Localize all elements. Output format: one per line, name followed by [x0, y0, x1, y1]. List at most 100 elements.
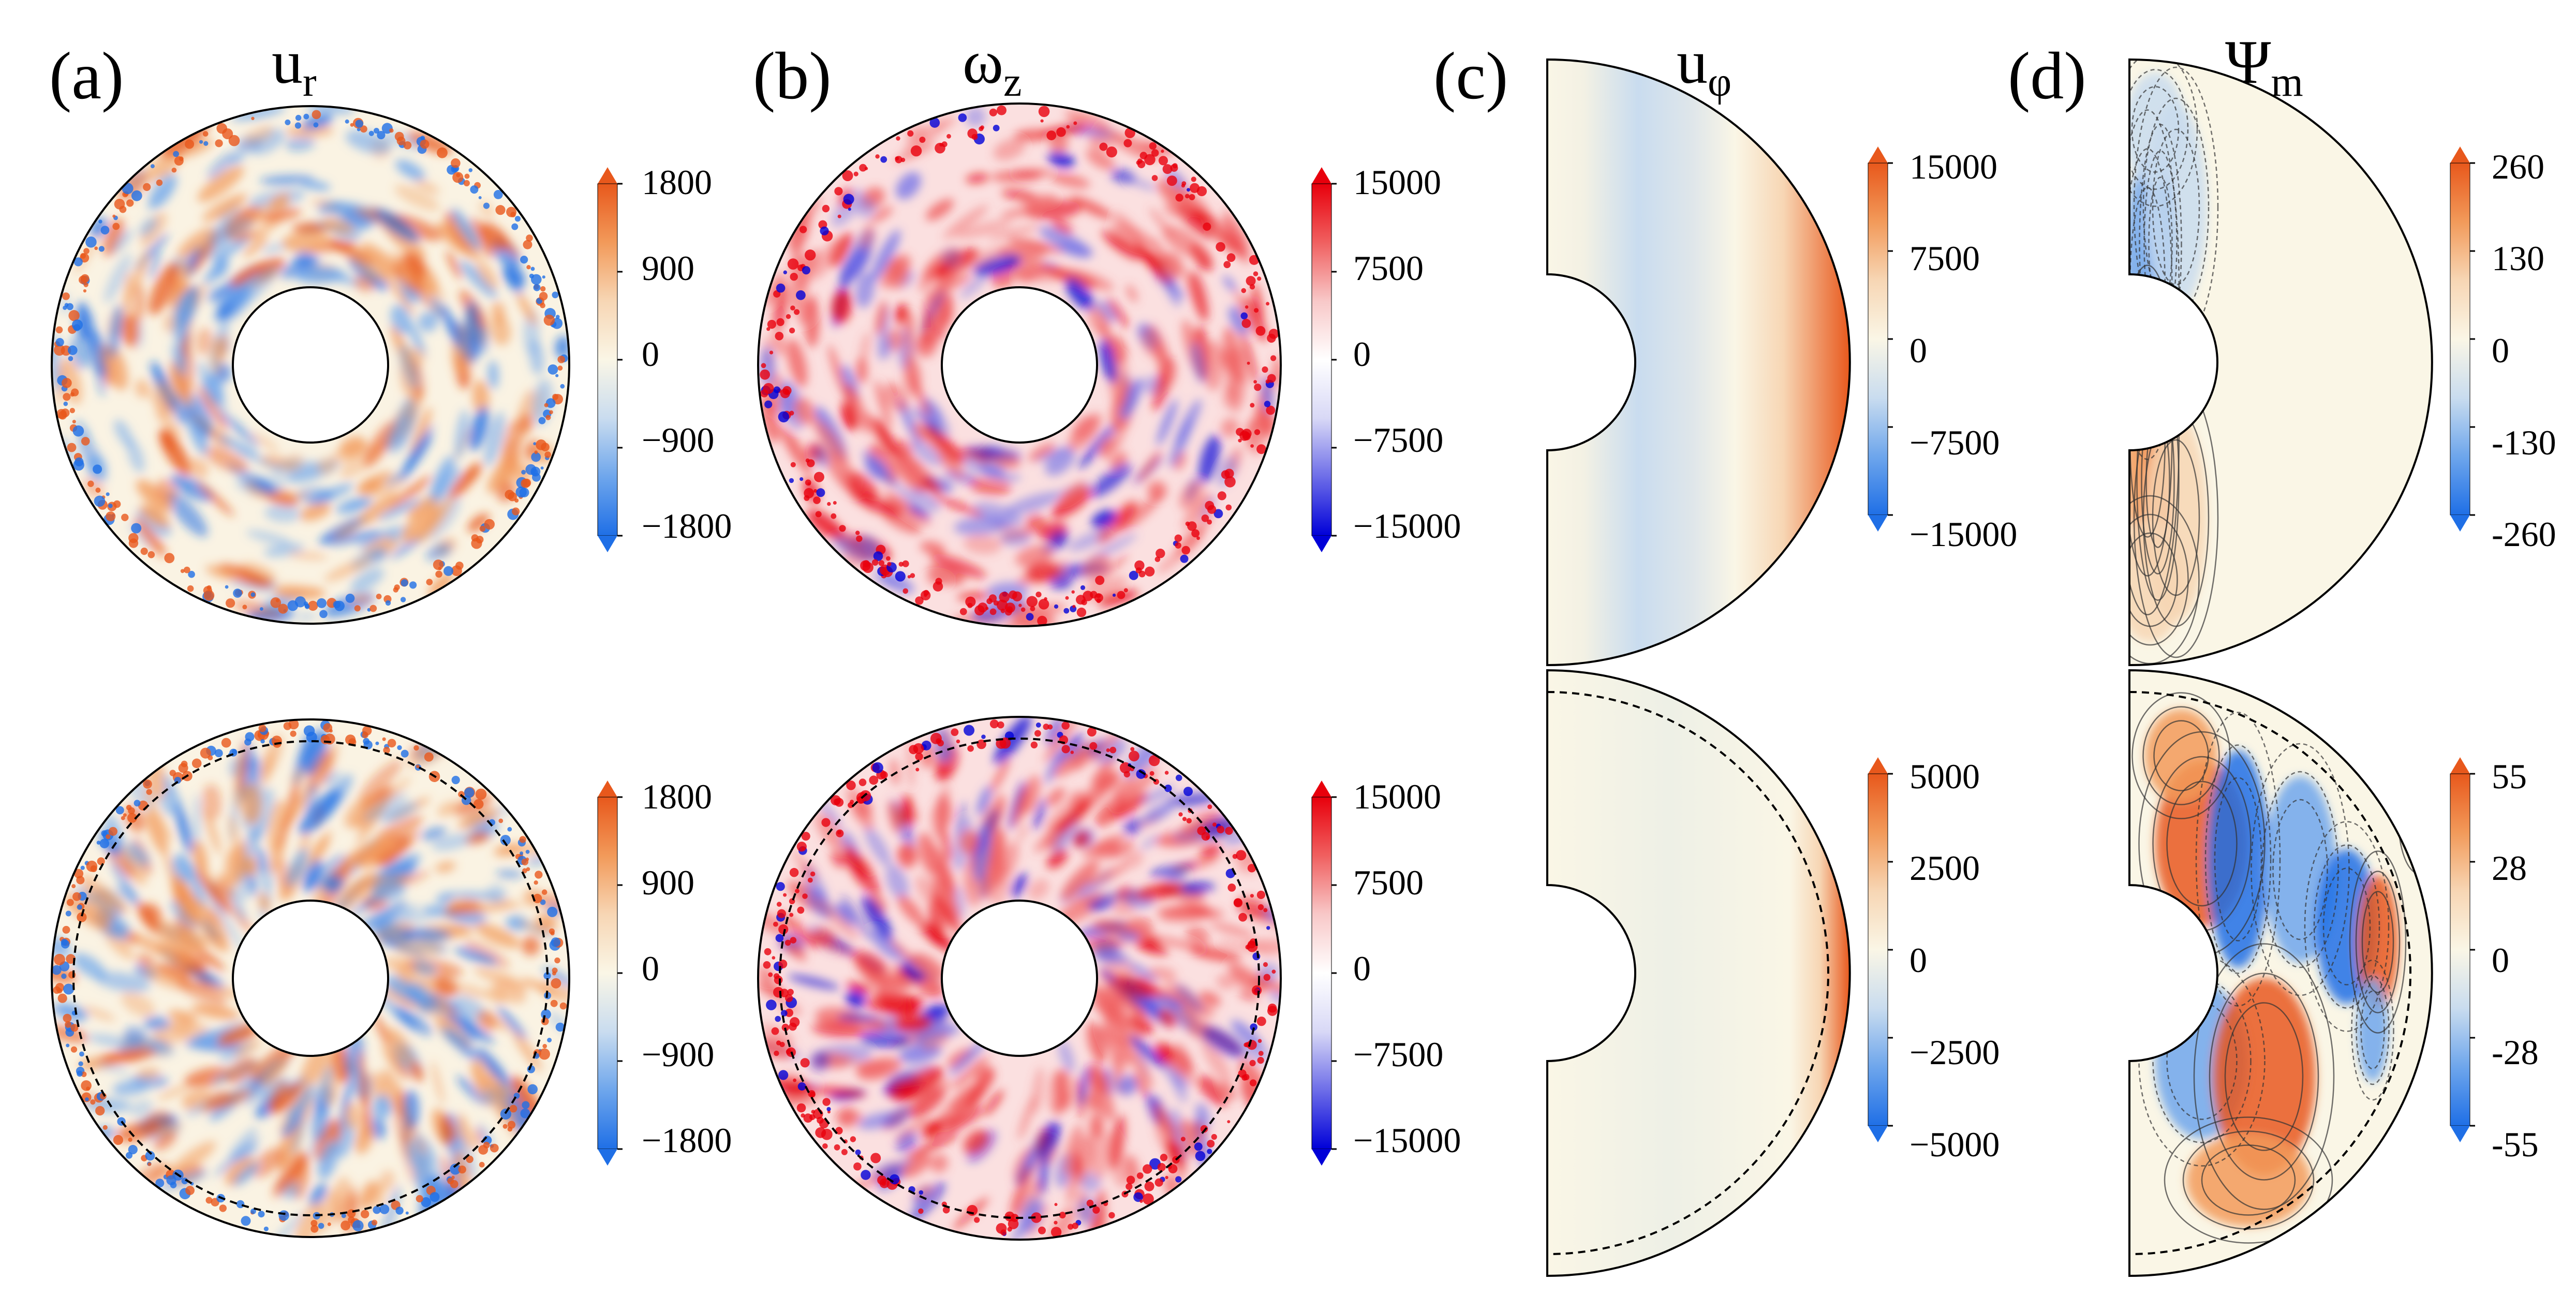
colorbar-a-row1-bar [597, 183, 618, 536]
cbar-c-bottom-tick-3: 0 [1909, 940, 1927, 980]
outer-boundary-b-row1 [757, 102, 1282, 627]
cbar-b-top-tick-5: −15000 [1353, 506, 1461, 546]
colorbar-c-row2-extend-bottom [1868, 1126, 1888, 1142]
panel-label-d: (d) [2008, 39, 2086, 113]
cbar-b-top-tick-1: 15000 [1353, 163, 1441, 202]
inner-boundary-a-row1 [232, 286, 389, 444]
colorbar-c-row2 [1868, 757, 1893, 1142]
cbar-d-top-tick-4: -130 [2492, 423, 2556, 462]
cbar-a-bottom-tick-4: −900 [642, 1035, 714, 1074]
dashed-circle-b-row2 [779, 738, 1260, 1219]
colorbar-c-row1-extend-bottom [1868, 515, 1888, 532]
boundary-d-row2 [2128, 669, 2433, 1277]
cbar-a-bottom-tick-5: −1800 [642, 1121, 732, 1160]
cbar-d-top-tick-3: 0 [2492, 331, 2509, 370]
cbar-d-bottom-tick-1: 55 [2492, 757, 2527, 796]
cbar-c-top-tick-3: 0 [1909, 331, 1927, 370]
colorbar-a-row2-extend-top [598, 781, 617, 797]
cbar-c-top-tick-2: 7500 [1909, 239, 1980, 278]
colorbar-c-row2-bar [1868, 773, 1888, 1126]
cbar-a-top-tick-4: −900 [642, 420, 714, 460]
title-b: ωz [963, 27, 1022, 105]
title-b-sub: z [1003, 60, 1022, 105]
colorbar-b-row2-extend-top [1312, 781, 1331, 797]
title-c: uφ [1677, 27, 1731, 105]
colorbar-b-row1-bar [1311, 183, 1332, 536]
field-d-row2 [2129, 670, 2432, 1276]
dashed-circle-a-row2 [72, 740, 549, 1216]
inner-boundary-b-row2 [941, 900, 1098, 1057]
title-a: ur [272, 27, 317, 105]
colorbar-d-row1 [2450, 146, 2475, 532]
plots-layer [51, 58, 2475, 1277]
boundary-c-row2 [1546, 669, 1851, 1277]
colorbar-c-row1-extend-top [1868, 146, 1888, 163]
boundary-d-row1 [2128, 58, 2433, 667]
colorbar-b-row1-extend-bottom [1312, 536, 1331, 552]
colorbar-a-row2-bar [597, 797, 618, 1150]
boundary-c-row1 [1546, 58, 1851, 667]
cbar-c-bottom-tick-5: −5000 [1909, 1125, 2000, 1164]
cbar-d-bottom-tick-3: 0 [2492, 940, 2509, 980]
colorbar-a-row1-extend-bottom [598, 536, 617, 552]
cbar-a-bottom-tick-3: 0 [642, 949, 659, 988]
colorbar-a-row2 [597, 781, 623, 1166]
title-b-main: ω [963, 27, 1003, 96]
colorbar-b-row2-bar [1311, 797, 1332, 1150]
inner-boundary-a-row2 [232, 900, 389, 1057]
field-c-row2 [1547, 670, 1850, 1276]
cbar-c-bottom-tick-4: −2500 [1909, 1033, 2000, 1072]
dashed-circle-c-row2 [1547, 691, 1829, 1255]
title-c-sub: φ [1708, 60, 1731, 105]
outer-boundary-b-row2 [757, 716, 1282, 1241]
cbar-b-bottom-tick-4: −7500 [1353, 1035, 1443, 1074]
colorbar-d-row1-extend-bottom [2450, 515, 2470, 532]
cbar-d-bottom-tick-4: -28 [2492, 1033, 2539, 1072]
field-c-row1 [1547, 60, 1850, 665]
panel-label-a: (a) [49, 39, 124, 113]
colorbar-d-row1-extend-top [2450, 146, 2470, 163]
colorbar-a-row1-extend-top [598, 167, 617, 184]
colorbar-c-row1-bar [1868, 163, 1888, 516]
cbar-b-top-tick-4: −7500 [1353, 420, 1443, 460]
field-d-row1 [2129, 60, 2432, 665]
panel-label-c: (c) [1433, 39, 1508, 113]
cbar-d-bottom-tick-2: 28 [2492, 848, 2527, 888]
title-c-main: u [1677, 27, 1708, 96]
cbar-c-top-tick-1: 15000 [1909, 147, 1997, 186]
cbar-a-top-tick-1: 1800 [642, 163, 712, 202]
cbar-b-bottom-tick-5: −15000 [1353, 1121, 1461, 1160]
cbar-c-top-tick-5: −15000 [1909, 514, 2017, 554]
colorbar-b-row1 [1311, 167, 1337, 552]
colorbar-b-row2 [1311, 781, 1337, 1166]
cbar-c-bottom-tick-2: 2500 [1909, 848, 1980, 888]
cbar-a-bottom-tick-2: 900 [642, 863, 694, 902]
dashed-circle-d-row2 [2129, 691, 2411, 1255]
panel-label-b: (b) [753, 39, 832, 113]
cbar-b-top-tick-2: 7500 [1353, 248, 1424, 288]
cbar-a-top-tick-5: −1800 [642, 506, 732, 546]
cbar-b-bottom-tick-2: 7500 [1353, 863, 1424, 902]
cbar-b-bottom-tick-1: 15000 [1353, 777, 1441, 816]
colorbar-b-row2-extend-bottom [1312, 1149, 1331, 1166]
outer-boundary-a-row2 [51, 718, 570, 1238]
colorbar-d-row2 [2450, 757, 2475, 1142]
cbar-a-top-tick-3: 0 [642, 334, 659, 374]
cbar-b-bottom-tick-3: 0 [1353, 949, 1371, 988]
outer-boundary-a-row1 [51, 105, 570, 625]
colorbar-b-row1-extend-top [1312, 167, 1331, 184]
title-a-main: u [272, 27, 303, 96]
cbar-b-top-tick-3: 0 [1353, 334, 1371, 374]
colorbar-c-row2-extend-top [1868, 757, 1888, 774]
colorbar-d-row1-bar [2450, 163, 2470, 516]
cbar-c-bottom-tick-1: 5000 [1909, 757, 1980, 796]
cbar-a-bottom-tick-1: 1800 [642, 777, 712, 816]
colorbar-a-row1 [597, 167, 623, 552]
colorbar-d-row2-extend-top [2450, 757, 2470, 774]
cbar-c-top-tick-4: −7500 [1909, 423, 2000, 462]
cbar-d-bottom-tick-5: -55 [2492, 1125, 2539, 1164]
colorbar-d-row2-bar [2450, 773, 2470, 1126]
colorbar-d-row2-extend-bottom [2450, 1126, 2470, 1142]
colorbar-c-row1 [1868, 146, 1893, 532]
